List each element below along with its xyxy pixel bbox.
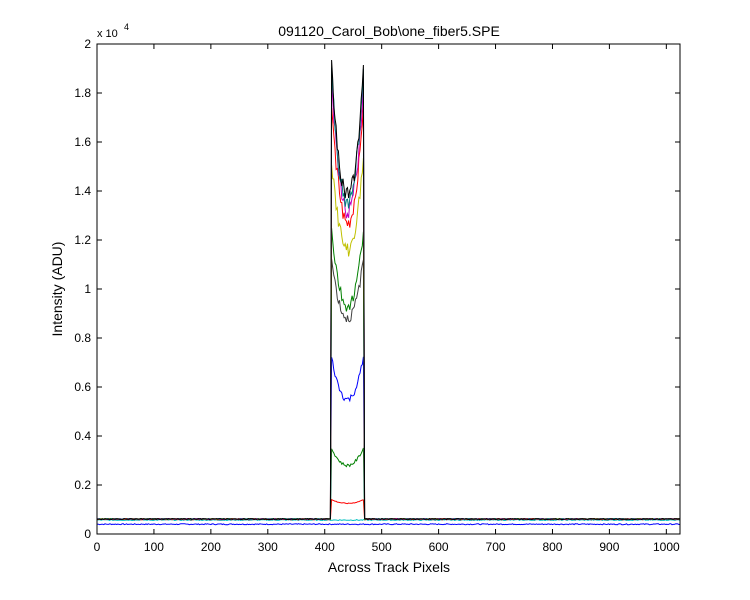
x-tick-label: 900 — [599, 540, 619, 554]
y-exponent-power: 4 — [124, 22, 129, 32]
y-exponent-base: x 10 — [97, 28, 118, 40]
x-tick-label: 400 — [315, 540, 335, 554]
x-tick-label: 500 — [372, 540, 392, 554]
x-tick-label: 700 — [486, 540, 506, 554]
y-tick-label: 1.2 — [74, 233, 91, 247]
x-tick-label: 200 — [201, 540, 221, 554]
x-tick-label: 1000 — [653, 540, 680, 554]
y-tick-label: 0.6 — [74, 380, 91, 394]
series-line-12 — [96, 59, 681, 521]
y-axis: 0 0.2 0.4 0.6 0.8 1 1.2 1.4 1.6 1.8 2 — [74, 37, 680, 541]
y-tick-label: 0.8 — [74, 331, 91, 345]
y-tick-label: 1.6 — [74, 135, 91, 149]
x-tick-label: 800 — [542, 540, 562, 554]
series-line-1 — [96, 523, 681, 526]
x-tick-label: 0 — [94, 540, 101, 554]
y-tick-label: 0 — [84, 527, 91, 541]
series-layer — [96, 59, 681, 526]
x-tick-label: 600 — [429, 540, 449, 554]
y-tick-label: 1.8 — [74, 86, 91, 100]
y-tick-label: 1 — [84, 282, 91, 296]
chart-title: 091120_Carol_Bob\one_fiber5.SPE — [278, 23, 500, 39]
x-tick-label: 100 — [144, 540, 164, 554]
y-tick-label: 0.4 — [74, 429, 91, 443]
y-tick-label: 1.4 — [74, 184, 91, 198]
y-tick-label: 0.2 — [74, 478, 91, 492]
x-axis: 0 100 200 300 400 500 600 700 800 900 1000 — [94, 44, 680, 554]
x-axis-label: Across Track Pixels — [328, 559, 450, 575]
x-tick-label: 300 — [258, 540, 278, 554]
y-tick-label: 2 — [84, 37, 91, 51]
y-axis-label: Intensity (ADU) — [49, 242, 65, 337]
plot-area — [97, 44, 680, 534]
